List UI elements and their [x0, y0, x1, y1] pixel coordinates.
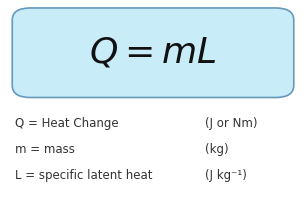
Text: (J kg⁻¹): (J kg⁻¹) — [205, 169, 247, 182]
Text: (J or Nm): (J or Nm) — [205, 117, 258, 130]
Text: (kg): (kg) — [205, 143, 229, 156]
FancyBboxPatch shape — [12, 8, 294, 98]
Text: m = mass: m = mass — [15, 143, 75, 156]
Text: L = specific latent heat: L = specific latent heat — [15, 169, 153, 182]
Text: Q = Heat Change: Q = Heat Change — [15, 117, 119, 130]
Text: $Q = mL$: $Q = mL$ — [89, 36, 217, 70]
